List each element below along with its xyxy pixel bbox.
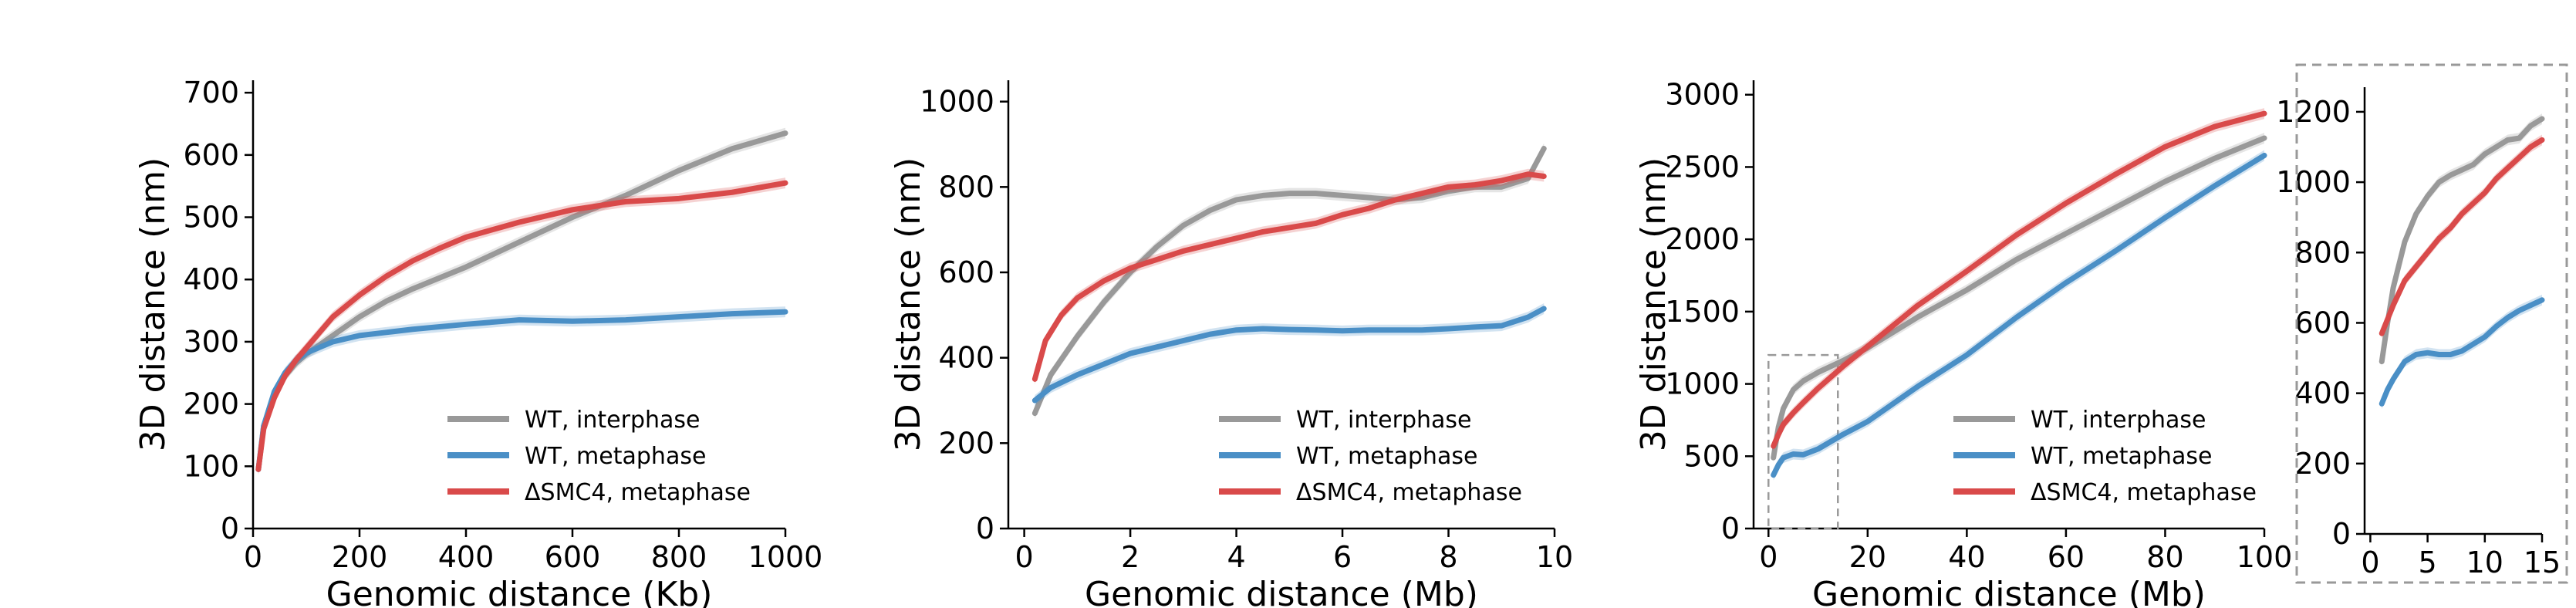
x-tick-label: 40 <box>1948 540 1985 574</box>
x-tick-label: 600 <box>545 540 601 574</box>
legend-label: WT, interphase <box>2031 407 2206 434</box>
x-tick-label: 10 <box>1536 540 1573 574</box>
series-band <box>1035 303 1545 406</box>
y-tick-label: 500 <box>183 201 239 235</box>
panel-kb: 0 200 400 600 800 1000 0 100 200 300 400 500 600 700 G… <box>133 76 822 608</box>
x-tick-label: 8 <box>1439 540 1457 574</box>
panel-large-mb: 0 20 40 60 80 100050010001500200025003000Geno… <box>1634 78 2292 608</box>
y-tick-label: 0 <box>2332 517 2351 551</box>
y-tick-label: 0 <box>221 512 239 546</box>
x-tick-label: 4 <box>1227 540 1245 574</box>
y-tick-label: 1000 <box>2276 165 2351 199</box>
y-tick-label: 400 <box>938 341 994 375</box>
x-tick-label: 1000 <box>748 540 823 574</box>
legend-label: ΔSMC4, metaphase <box>2031 479 2257 506</box>
series-band <box>1035 143 1545 419</box>
zoom-region-box <box>1767 353 1839 530</box>
series-band <box>2382 134 2542 339</box>
x-axis-title: Genomic distance (Mb) <box>1085 575 1478 608</box>
x-tick-label: 20 <box>1849 540 1886 574</box>
y-tick-label: 500 <box>1683 439 1740 473</box>
series-line <box>1031 171 1547 382</box>
legend-label: WT, metaphase <box>525 443 706 470</box>
x-tick-label: 60 <box>2048 540 2085 574</box>
legend-label: WT, interphase <box>525 407 701 434</box>
y-tick-label: 3000 <box>1665 78 1740 112</box>
y-tick-label: 600 <box>938 255 994 289</box>
series-line <box>255 130 788 472</box>
x-tick-label: 2 <box>1121 540 1139 574</box>
series-band <box>1773 108 2264 452</box>
y-tick-label: 400 <box>183 262 239 296</box>
x-tick-label: 15 <box>2524 546 2561 579</box>
x-tick-label: 100 <box>2237 540 2293 574</box>
series-line <box>1771 110 2267 449</box>
y-tick-label: 400 <box>2294 377 2351 410</box>
series-line <box>2378 137 2545 336</box>
series-line <box>2378 297 2545 407</box>
y-tick-label: 700 <box>183 76 239 110</box>
x-tick-label: 200 <box>332 540 388 574</box>
y-axis-title: 3D distance (nm) <box>889 157 928 451</box>
y-axis-title: 3D distance (nm) <box>1634 157 1673 451</box>
x-tick-label: 5 <box>2419 546 2437 579</box>
legend-label: ΔSMC4, metaphase <box>525 479 751 506</box>
y-tick-label: 200 <box>938 426 994 460</box>
x-axis-title: Genomic distance (Mb) <box>1812 575 2206 608</box>
y-tick-label: 800 <box>938 170 994 204</box>
y-tick-label: 800 <box>2294 235 2351 269</box>
y-axis-title: 3D distance (nm) <box>133 157 173 451</box>
y-tick-label: 1000 <box>920 85 994 119</box>
series-line <box>1771 135 2267 461</box>
series-line <box>2378 116 2545 365</box>
legend-label: ΔSMC4, metaphase <box>1296 479 1522 506</box>
legend-label: WT, metaphase <box>2031 443 2212 470</box>
legend-label: WT, metaphase <box>1296 443 1477 470</box>
y-tick-label: 300 <box>183 325 239 359</box>
x-tick-label: 10 <box>2466 546 2503 579</box>
y-tick-label: 1000 <box>1665 367 1740 401</box>
panel-inset: 0 5 10 15 0 200 400 600 800 1000 1200 <box>2276 87 2561 579</box>
x-tick-label: 0 <box>1015 540 1034 574</box>
y-tick-label: 2000 <box>1665 222 1740 256</box>
series-line <box>1771 152 2267 478</box>
y-tick-label: 1200 <box>2276 95 2351 129</box>
series-line <box>255 180 788 472</box>
series-line <box>1031 146 1547 417</box>
x-tick-label: 800 <box>651 540 707 574</box>
y-tick-label: 600 <box>2294 306 2351 339</box>
inset-border <box>2295 63 2568 584</box>
y-tick-label: 1500 <box>1665 295 1740 329</box>
x-tick-label: 80 <box>2146 540 2183 574</box>
x-tick-label: 0 <box>244 540 262 574</box>
x-tick-label: 400 <box>438 540 495 574</box>
y-tick-label: 100 <box>183 449 239 483</box>
y-tick-label: 200 <box>183 387 239 421</box>
x-tick-label: 0 <box>1759 540 1778 574</box>
series-line <box>1031 306 1547 404</box>
x-tick-label: 6 <box>1333 540 1352 574</box>
y-tick-label: 0 <box>976 512 994 546</box>
panel-mb: 0 2 4 6 8 10 0 200 400 600 800 1000 Genomic distance… <box>889 80 1573 608</box>
y-tick-label: 2500 <box>1665 150 1740 184</box>
x-axis-title: Genomic distance (Kb) <box>326 575 713 608</box>
y-tick-label: 600 <box>183 138 239 172</box>
y-tick-label: 0 <box>1721 512 1740 546</box>
legend-label: WT, interphase <box>1296 407 1472 434</box>
x-tick-label: 0 <box>2361 546 2379 579</box>
series-band <box>258 127 785 475</box>
y-tick-label: 200 <box>2294 447 2351 481</box>
